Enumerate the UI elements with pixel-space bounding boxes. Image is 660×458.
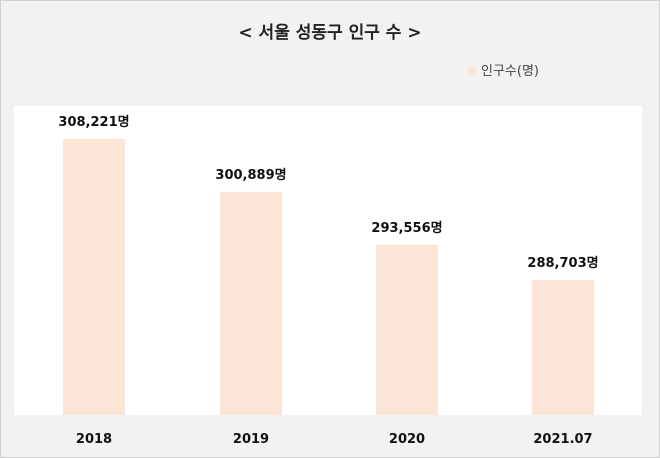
data-label-2020: 293,556명 — [371, 220, 442, 236]
x-tick-2018: 2018 — [76, 432, 112, 447]
legend-label: 인구수(명) — [481, 64, 539, 79]
data-label-2018: 308,221명 — [58, 114, 129, 130]
data-label-2019: 300,889명 — [215, 167, 286, 183]
bar-2018 — [63, 138, 125, 415]
data-label-2021.07: 288,703명 — [527, 255, 598, 271]
legend: 인구수(명) — [468, 60, 539, 79]
x-tick-2019: 2019 — [233, 432, 269, 447]
bar-2021.07 — [532, 279, 594, 415]
chart-title: < 서울 성동구 인구 수 > — [238, 23, 422, 43]
bar-2020 — [376, 244, 438, 415]
x-tick-2021.07: 2021.07 — [533, 432, 592, 447]
legend-swatch — [468, 65, 476, 74]
bar-2019 — [220, 191, 282, 415]
x-tick-2020: 2020 — [389, 432, 425, 447]
